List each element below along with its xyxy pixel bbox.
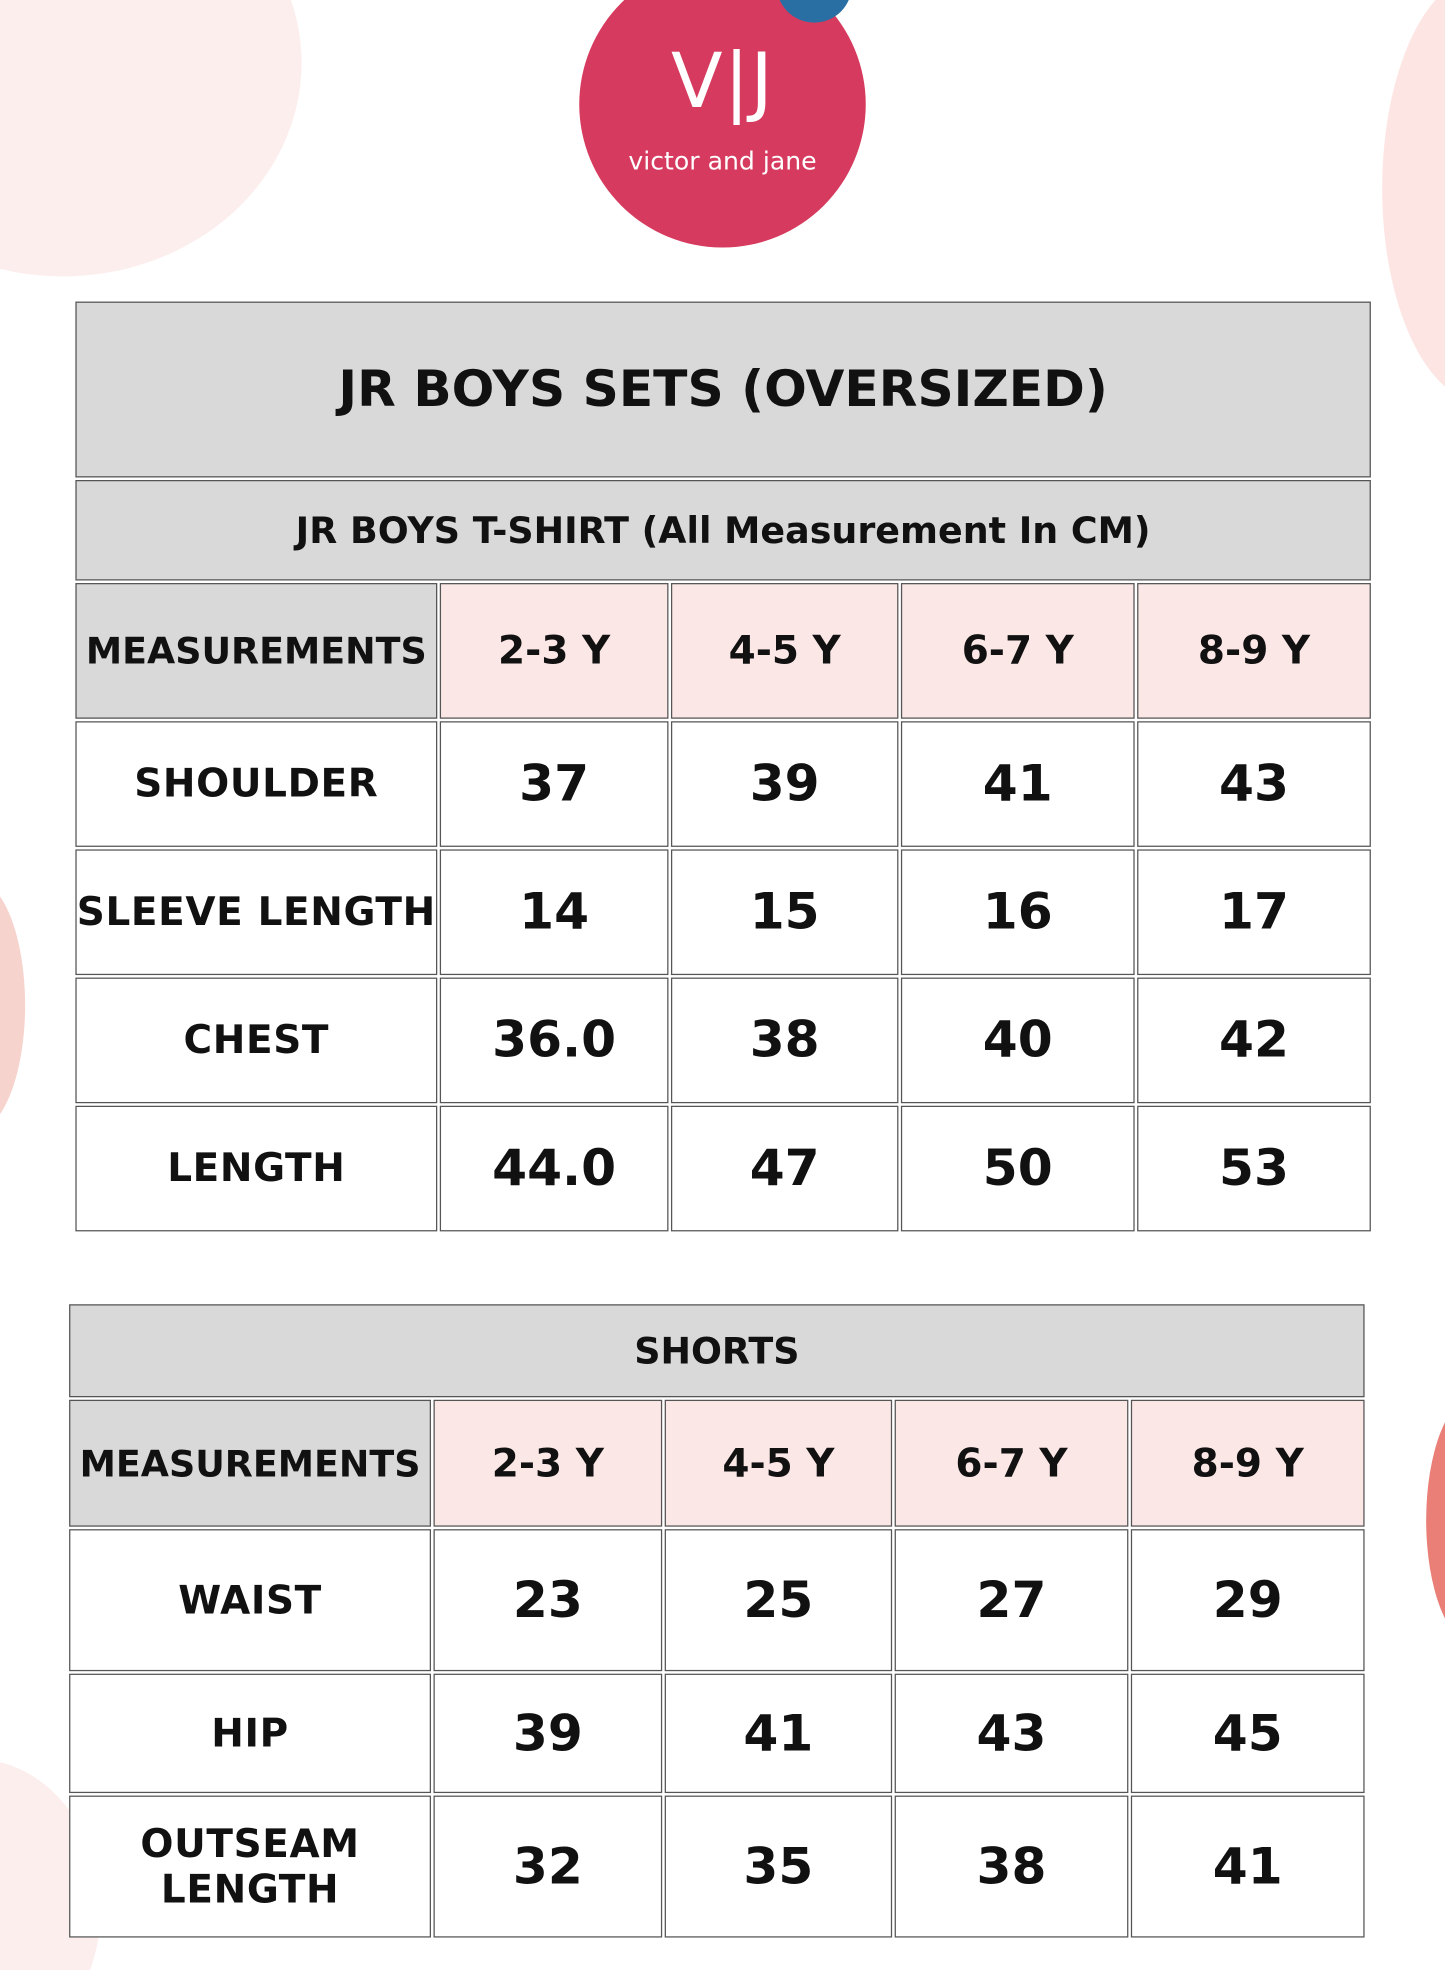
measurement-value: 35 bbox=[664, 1795, 893, 1938]
decor-blob bbox=[1382, 0, 1445, 403]
measurement-label: SLEEVE LENGTH bbox=[75, 849, 438, 976]
decor-blob bbox=[0, 879, 26, 1131]
measurement-value: 50 bbox=[900, 1105, 1135, 1232]
measurement-value: 32 bbox=[433, 1795, 663, 1938]
table-row: MEASUREMENTS 2-3 Y 4-5 Y 6-7 Y 8-9 Y bbox=[68, 1399, 1366, 1528]
measurement-value: 44.0 bbox=[439, 1105, 669, 1232]
measurement-value: 17 bbox=[1137, 849, 1371, 976]
table-row: SHOULDER 37 39 41 43 bbox=[74, 720, 1372, 848]
measurement-value: 43 bbox=[1137, 721, 1371, 847]
logo-mark: V|J bbox=[671, 37, 774, 126]
table-row: MEASUREMENTS 2-3 Y 4-5 Y 6-7 Y 8-9 Y bbox=[74, 582, 1372, 720]
table-subtitle: JR BOYS T-SHIRT (All Measurement In CM) bbox=[75, 479, 1371, 581]
size-header: 8-9 Y bbox=[1137, 583, 1371, 719]
logo-accent-dot bbox=[776, 0, 852, 23]
table-row: WAIST 23 25 27 29 bbox=[68, 1528, 1366, 1672]
brand-logo: V|J victor and jane bbox=[579, 0, 866, 248]
tshirt-size-table: JR BOYS SETS (OVERSIZED) JR BOYS T-SHIRT … bbox=[74, 300, 1372, 1232]
measurement-value: 38 bbox=[670, 977, 899, 1104]
size-header: 4-5 Y bbox=[670, 583, 899, 719]
measurement-value: 38 bbox=[894, 1795, 1129, 1938]
measurement-value: 43 bbox=[894, 1673, 1129, 1794]
measurements-header: MEASUREMENTS bbox=[69, 1399, 431, 1527]
measurement-value: 39 bbox=[433, 1673, 663, 1794]
measurement-value: 36.0 bbox=[439, 977, 669, 1104]
table-title: SHORTS bbox=[69, 1304, 1365, 1398]
measurement-value: 41 bbox=[664, 1673, 893, 1794]
measurement-label: CHEST bbox=[75, 977, 438, 1104]
measurement-value: 25 bbox=[664, 1529, 893, 1672]
table-row: JR BOYS T-SHIRT (All Measurement In CM) bbox=[74, 479, 1372, 582]
size-header: 2-3 Y bbox=[433, 1399, 663, 1527]
measurement-value: 27 bbox=[894, 1529, 1129, 1672]
measurement-value: 47 bbox=[670, 1105, 899, 1232]
measurement-value: 15 bbox=[670, 849, 899, 976]
table-row: OUTSEAM LENGTH 32 35 38 41 bbox=[68, 1794, 1366, 1938]
measurement-label: HIP bbox=[69, 1673, 431, 1794]
measurement-value: 29 bbox=[1130, 1529, 1365, 1672]
measurement-value: 41 bbox=[1130, 1795, 1365, 1938]
decor-blob bbox=[0, 0, 302, 277]
measurement-value: 42 bbox=[1137, 977, 1371, 1104]
table-row: LENGTH 44.0 47 50 53 bbox=[74, 1104, 1372, 1232]
measurement-value: 53 bbox=[1137, 1105, 1371, 1232]
measurement-value: 23 bbox=[433, 1529, 663, 1672]
measurement-value: 40 bbox=[900, 977, 1135, 1104]
size-header: 6-7 Y bbox=[894, 1399, 1129, 1527]
measurement-label: OUTSEAM LENGTH bbox=[69, 1795, 431, 1938]
logo-brand-name: victor and jane bbox=[628, 145, 817, 176]
measurement-value: 39 bbox=[670, 721, 899, 847]
shorts-size-table: SHORTS MEASUREMENTS 2-3 Y 4-5 Y 6-7 Y 8-9 Y WA… bbox=[68, 1303, 1366, 1939]
measurement-value: 37 bbox=[439, 721, 669, 847]
measurement-value: 45 bbox=[1130, 1673, 1365, 1794]
measurement-label: SHOULDER bbox=[75, 721, 438, 847]
measurement-value: 16 bbox=[900, 849, 1135, 976]
decor-blob bbox=[1426, 1394, 1445, 1647]
table-row: SLEEVE LENGTH 14 15 16 17 bbox=[74, 848, 1372, 976]
size-header: 6-7 Y bbox=[900, 583, 1135, 719]
table-row: HIP 39 41 43 45 bbox=[68, 1672, 1366, 1794]
size-header: 2-3 Y bbox=[439, 583, 669, 719]
measurement-label: LENGTH bbox=[75, 1105, 438, 1232]
table-row: CHEST 36.0 38 40 42 bbox=[74, 976, 1372, 1104]
measurement-value: 41 bbox=[900, 721, 1135, 847]
measurement-value: 14 bbox=[439, 849, 669, 976]
measurement-label: WAIST bbox=[69, 1529, 431, 1672]
measurements-header: MEASUREMENTS bbox=[75, 583, 438, 719]
table-row: JR BOYS SETS (OVERSIZED) bbox=[74, 300, 1372, 478]
table-title: JR BOYS SETS (OVERSIZED) bbox=[75, 301, 1371, 478]
size-header: 8-9 Y bbox=[1130, 1399, 1365, 1527]
size-header: 4-5 Y bbox=[664, 1399, 893, 1527]
table-row: SHORTS bbox=[68, 1303, 1366, 1398]
